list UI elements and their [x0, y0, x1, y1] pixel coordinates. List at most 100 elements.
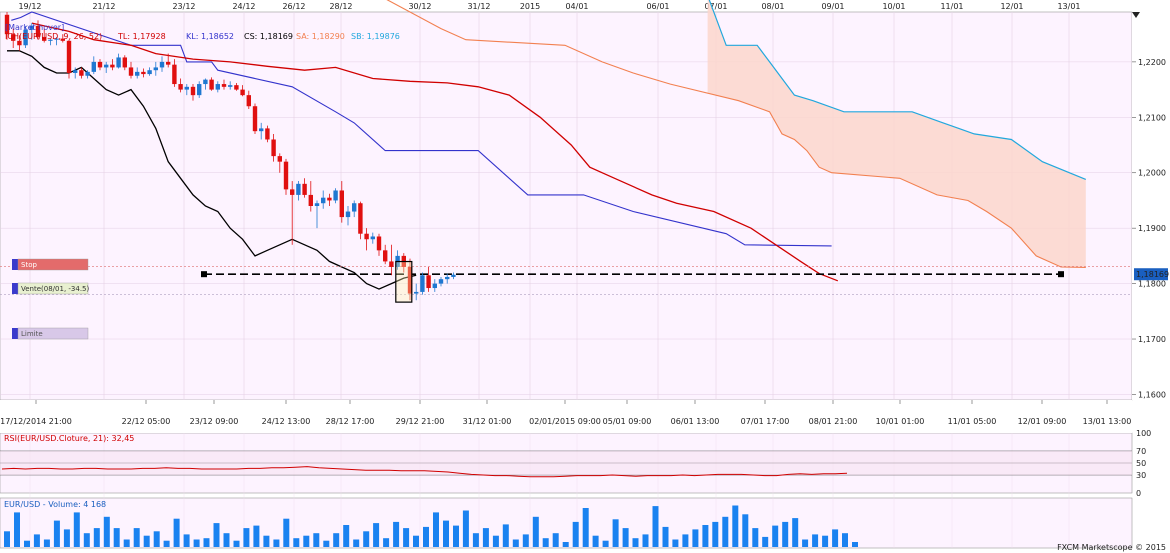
rsi-axis-label: 50 — [1136, 459, 1146, 468]
volume-bar — [482, 528, 489, 547]
volume-bar — [852, 542, 858, 547]
volume-bar — [193, 539, 200, 547]
volume-bar — [263, 535, 270, 547]
entry-marker-box — [395, 260, 413, 303]
candle-body — [203, 79, 208, 85]
volume-bar — [363, 531, 370, 547]
volume-bar — [243, 528, 250, 547]
candle-body — [339, 190, 344, 218]
volume-bar — [682, 534, 689, 547]
volume-bar — [742, 514, 749, 547]
senkou-span-b-line — [708, 0, 1087, 180]
entry-badge-handle — [12, 283, 18, 294]
candle-body — [97, 61, 103, 68]
volume-bar — [472, 533, 479, 547]
volume-bar — [782, 521, 789, 547]
top-axis-label: 10/01 — [882, 2, 905, 11]
trendline-handle — [201, 271, 207, 278]
indicator-value: CS: 1,18169 — [244, 32, 293, 41]
volume-bar — [173, 518, 180, 547]
rsi-title: RSI(EUR/USD.Cloture, 21): 32,45 — [4, 434, 134, 443]
limit-badge-handle — [12, 328, 18, 339]
trendline-handle — [1058, 271, 1064, 278]
volume-bar — [672, 539, 679, 547]
candle-body — [234, 85, 239, 90]
volume-bar — [632, 538, 639, 547]
current-price-box — [1134, 268, 1168, 281]
indicator-value: TL: 1,17928 — [117, 32, 166, 41]
candle-body — [11, 34, 16, 41]
volume-bar — [772, 525, 779, 547]
volume-bar — [253, 525, 260, 547]
bottom-axis-label: 13/01 13:00 — [1083, 417, 1132, 426]
y-axis-label: 1,1800 — [1138, 280, 1166, 289]
candle-body — [290, 189, 295, 195]
rsi-line — [1, 466, 848, 478]
candle-body — [23, 29, 28, 46]
candle-body — [215, 84, 220, 90]
top-axis-label: 09/01 — [821, 2, 844, 11]
candle-body — [153, 67, 158, 71]
stop-badge-label: Stop — [21, 261, 37, 269]
y-axis-label: 1,1700 — [1138, 335, 1166, 344]
candle-body — [246, 95, 251, 107]
bottom-axis-label: 06/01 13:00 — [671, 417, 720, 426]
candle-body — [166, 61, 171, 65]
volume-bar — [822, 535, 829, 547]
current-price-label: 1,18169 — [1136, 270, 1169, 279]
volume-bar — [53, 520, 60, 547]
limit-badge-box — [17, 327, 89, 340]
candle-body — [48, 39, 53, 41]
volume-bar — [702, 525, 709, 547]
volume-bar — [562, 542, 569, 547]
volume-bar — [423, 526, 429, 547]
candle-body — [178, 84, 183, 90]
volume-bar — [722, 516, 729, 547]
candle-body — [259, 128, 264, 132]
candle-body — [4, 14, 10, 35]
rsi-band — [0, 451, 1132, 475]
volume-bar — [602, 540, 609, 547]
indicator-label: ICH(EUR/USD, 9, 26, 52) — [5, 32, 102, 41]
price-panel — [0, 11, 1133, 401]
top-axis-label: 19/12 — [18, 2, 41, 11]
volume-panel — [0, 497, 1133, 549]
volume-bar — [333, 533, 340, 547]
candle-body — [240, 89, 245, 96]
volume-bar — [163, 540, 170, 547]
volume-bar — [343, 525, 350, 547]
volume-bar — [492, 535, 499, 547]
volume-bar — [612, 519, 619, 547]
volume-bar — [273, 539, 280, 547]
candle-body — [60, 38, 65, 41]
candle-body — [35, 25, 41, 37]
candle-body — [277, 156, 282, 162]
candle-body — [383, 250, 388, 262]
candle-body — [358, 203, 363, 234]
volume-bar — [313, 533, 320, 547]
stop-badge-box — [17, 258, 89, 271]
volume-bar — [153, 531, 160, 547]
candle-body — [184, 86, 189, 90]
candle-body — [128, 67, 134, 76]
senkou-span-a-line — [386, 0, 1086, 269]
candle-body — [389, 261, 394, 267]
candle-body — [370, 236, 375, 240]
volume-bar — [532, 516, 539, 547]
rsi-axis-label: 30 — [1136, 471, 1146, 480]
rsi-axis-label: 70 — [1136, 447, 1146, 456]
volume-bar — [502, 524, 509, 547]
candle-body — [91, 61, 96, 72]
stop-badge-handle — [12, 259, 18, 270]
volume-bar — [183, 534, 190, 547]
y-axis-label: 1,2200 — [1138, 58, 1166, 67]
volume-title: EUR/USD - Volume: 4 168 — [4, 500, 106, 509]
top-axis-label: 13/01 — [1057, 2, 1080, 11]
y-axis-label: 1,1600 — [1138, 390, 1166, 399]
candle-body — [407, 266, 413, 294]
volume-bar — [133, 528, 140, 547]
top-axis-label: 23/12 — [172, 2, 195, 11]
bottom-axis-label: 24/12 13:00 — [262, 417, 311, 426]
volume-bar — [83, 533, 90, 547]
